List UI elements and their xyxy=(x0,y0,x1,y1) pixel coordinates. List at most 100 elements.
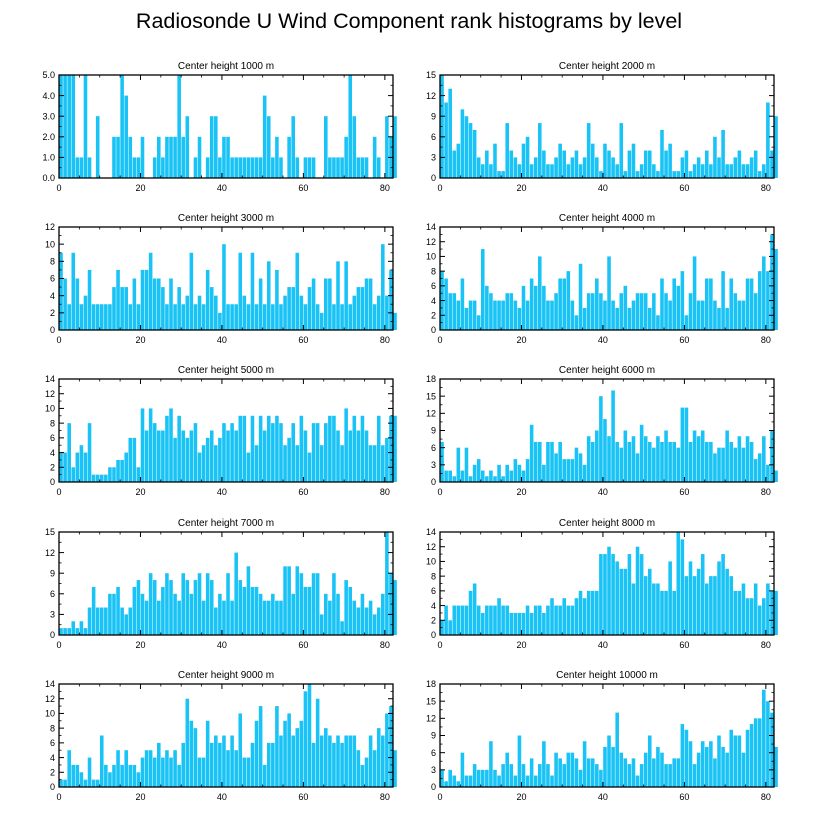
histogram-bar xyxy=(234,430,238,482)
histogram-bar xyxy=(615,561,619,635)
histogram-bar xyxy=(542,285,546,330)
histogram-bar xyxy=(525,300,530,330)
histogram-bar xyxy=(725,430,729,482)
histogram-bar xyxy=(668,143,672,178)
histogram-bar xyxy=(529,278,534,330)
histogram-bar xyxy=(324,423,328,482)
histogram-bar xyxy=(505,123,509,178)
histogram-bar xyxy=(152,580,157,635)
x-tick-label: 40 xyxy=(217,335,227,345)
histogram-bar xyxy=(489,164,493,178)
histogram-bar xyxy=(721,746,725,787)
histogram-bar xyxy=(376,295,381,330)
histogram-bar xyxy=(774,746,778,787)
histogram-bar xyxy=(291,423,295,482)
histogram-bar xyxy=(222,600,226,635)
histogram-bar xyxy=(680,539,685,635)
histogram-bar xyxy=(586,123,591,178)
histogram-bar xyxy=(157,278,161,330)
histogram-bar xyxy=(546,164,550,178)
histogram-bar xyxy=(169,278,173,330)
histogram-bar xyxy=(197,757,202,787)
histogram-bar xyxy=(652,758,656,787)
histogram-bar xyxy=(95,116,100,178)
histogram-bar xyxy=(295,728,300,787)
histogram-bar xyxy=(725,752,729,787)
histogram-bar xyxy=(132,437,137,482)
histogram-bar xyxy=(218,157,222,178)
histogram-bar xyxy=(578,590,583,635)
histogram-bar xyxy=(627,554,632,635)
histogram-bar xyxy=(696,436,701,482)
histogram-bar xyxy=(468,476,473,482)
histogram-bar xyxy=(132,586,137,635)
histogram-bar xyxy=(595,157,599,178)
y-tick-label: 1.0 xyxy=(42,153,55,163)
y-tick-label: 9 xyxy=(50,568,55,578)
histogram-bar xyxy=(352,415,357,482)
histogram-bar xyxy=(360,287,365,330)
x-tick-label: 80 xyxy=(380,183,390,193)
histogram-bar xyxy=(619,568,624,635)
panel-title: Center height 2000 m xyxy=(559,61,655,72)
histogram-bar xyxy=(721,554,725,635)
histogram-bar xyxy=(336,735,340,787)
histogram-bar xyxy=(165,415,169,482)
histogram-bar xyxy=(538,123,542,178)
x-tick-label: 40 xyxy=(217,183,227,193)
histogram-bar xyxy=(676,532,681,635)
panel-title: Center height 6000 m xyxy=(559,365,655,376)
histogram-bar xyxy=(262,304,267,330)
histogram-bar xyxy=(709,278,713,330)
histogram-bar xyxy=(664,764,668,787)
histogram-bar xyxy=(533,775,538,787)
y-tick-label: 2 xyxy=(50,767,55,777)
histogram-bar xyxy=(468,300,473,330)
histogram-bar xyxy=(529,612,534,635)
histogram-bar xyxy=(672,278,676,330)
histogram-bar xyxy=(599,171,603,178)
histogram-bar xyxy=(656,583,660,635)
histogram-bar xyxy=(295,445,300,482)
histogram-bar xyxy=(542,150,546,178)
histogram-bar xyxy=(181,136,186,178)
histogram-bar xyxy=(603,746,607,787)
histogram-bar xyxy=(460,109,465,178)
histogram-bar xyxy=(582,598,587,635)
x-tick-label: 40 xyxy=(217,487,227,497)
histogram-bar xyxy=(324,278,328,330)
histogram-bar xyxy=(501,476,505,482)
histogram-bar xyxy=(570,459,575,482)
histogram-bar xyxy=(389,269,393,330)
y-tick-label: 3.0 xyxy=(42,111,55,121)
y-tick-label: 12 xyxy=(426,237,436,247)
histogram-bar xyxy=(505,605,509,635)
histogram-bar xyxy=(185,295,190,330)
histogram-bar xyxy=(558,605,562,635)
histogram-bar xyxy=(242,295,247,330)
histogram-bar xyxy=(128,607,133,635)
histogram-bar xyxy=(440,441,444,482)
histogram-bar xyxy=(472,464,477,482)
histogram-bar xyxy=(517,464,522,482)
histogram-bar xyxy=(185,580,190,635)
histogram-bar xyxy=(631,300,636,330)
x-tick-label: 60 xyxy=(679,640,689,650)
histogram-bar xyxy=(230,600,234,635)
panel-title: Center height 1000 m xyxy=(178,61,274,72)
x-tick-label: 80 xyxy=(380,792,390,802)
histogram-bar xyxy=(132,764,137,787)
histogram-bar xyxy=(652,293,656,330)
histogram-bar xyxy=(348,430,353,482)
x-tick-label: 80 xyxy=(380,487,390,497)
histogram-bar xyxy=(108,467,112,482)
histogram-bar xyxy=(165,750,169,787)
histogram-bar xyxy=(381,445,385,482)
histogram-bar xyxy=(161,757,165,787)
histogram-bar xyxy=(599,293,603,330)
histogram-bar xyxy=(311,278,316,330)
x-tick-label: 0 xyxy=(56,792,61,802)
histogram-bar xyxy=(745,164,750,178)
histogram-bar xyxy=(169,580,173,635)
